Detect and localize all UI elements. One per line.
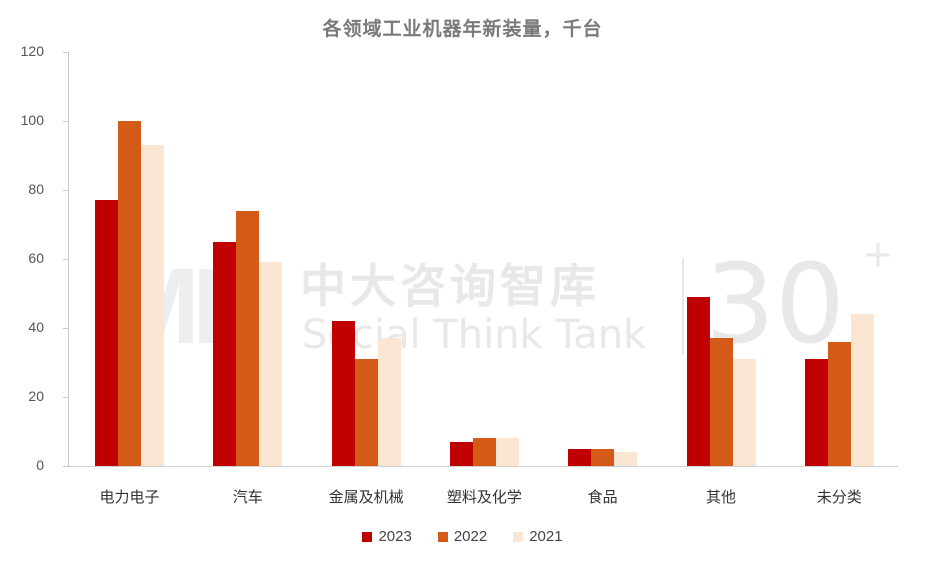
y-tick-mark: [63, 466, 69, 467]
x-category-label: 金属及机械: [328, 488, 404, 506]
bar-2023: [686, 296, 710, 466]
y-tick-mark: [63, 397, 69, 398]
y-tick-mark: [63, 52, 69, 53]
bar-2021: [259, 262, 283, 466]
watermark-cn-text: 中大咨询智库: [300, 259, 600, 313]
legend-item-2023: 2023: [362, 528, 412, 545]
x-category-label: 塑料及化学: [446, 488, 522, 506]
legend-swatch-icon: [362, 531, 373, 542]
chart-title: 各领域工业机器年新装量，千台: [322, 18, 603, 40]
y-tick-label: 20: [28, 388, 44, 404]
bar-2023: [331, 321, 355, 466]
bar-2022: [591, 448, 615, 466]
bar-2023: [449, 441, 473, 466]
bar-2021: [141, 145, 164, 466]
y-tick-mark: [63, 328, 69, 329]
bar-2023: [568, 448, 592, 466]
y-tick-label: 0: [36, 457, 44, 473]
y-tick-mark: [63, 190, 69, 191]
bar-2022: [236, 210, 260, 466]
x-category-label: 其他: [705, 488, 736, 506]
watermark-plus-icon: +: [862, 232, 894, 276]
legend-item-2022: 2022: [437, 528, 488, 545]
watermark-separator: [682, 258, 684, 354]
x-category-label: 未分类: [816, 488, 862, 506]
legend-label: 2022: [453, 528, 488, 545]
x-category-label: 食品: [587, 488, 618, 506]
y-tick-label: 120: [20, 43, 44, 59]
bar-2021: [614, 452, 638, 466]
x-category-label: 电力电子: [99, 488, 160, 506]
bar-2023: [804, 359, 828, 466]
legend-label: 2023: [378, 528, 412, 545]
y-tick-label: 100: [20, 112, 44, 128]
legend-swatch-icon: [437, 531, 448, 542]
bar-2021: [850, 314, 874, 466]
x-axis-line: [68, 466, 898, 467]
bar-2021: [495, 438, 519, 466]
bar-2022: [827, 341, 851, 466]
legend-label: 2021: [529, 528, 563, 545]
bar-2023: [95, 200, 118, 466]
bar-2022: [118, 121, 141, 466]
bar-2021: [732, 359, 756, 466]
y-tick-mark: [63, 259, 69, 260]
y-tick-label: 80: [28, 181, 44, 197]
legend-item-2021: 2021: [513, 528, 563, 545]
y-tick-label: 60: [28, 250, 44, 266]
legend-swatch-icon: [513, 531, 524, 542]
bar-2022: [472, 438, 496, 466]
x-category-label: 汽车: [232, 488, 263, 506]
bar-2022: [709, 338, 733, 466]
y-tick-mark: [63, 121, 69, 122]
bar-2023: [213, 241, 237, 466]
chart-legend: 2023 2022 2021: [0, 528, 925, 545]
bar-2021: [377, 338, 401, 466]
y-tick-label: 40: [28, 319, 44, 335]
bar-2022: [354, 359, 378, 466]
